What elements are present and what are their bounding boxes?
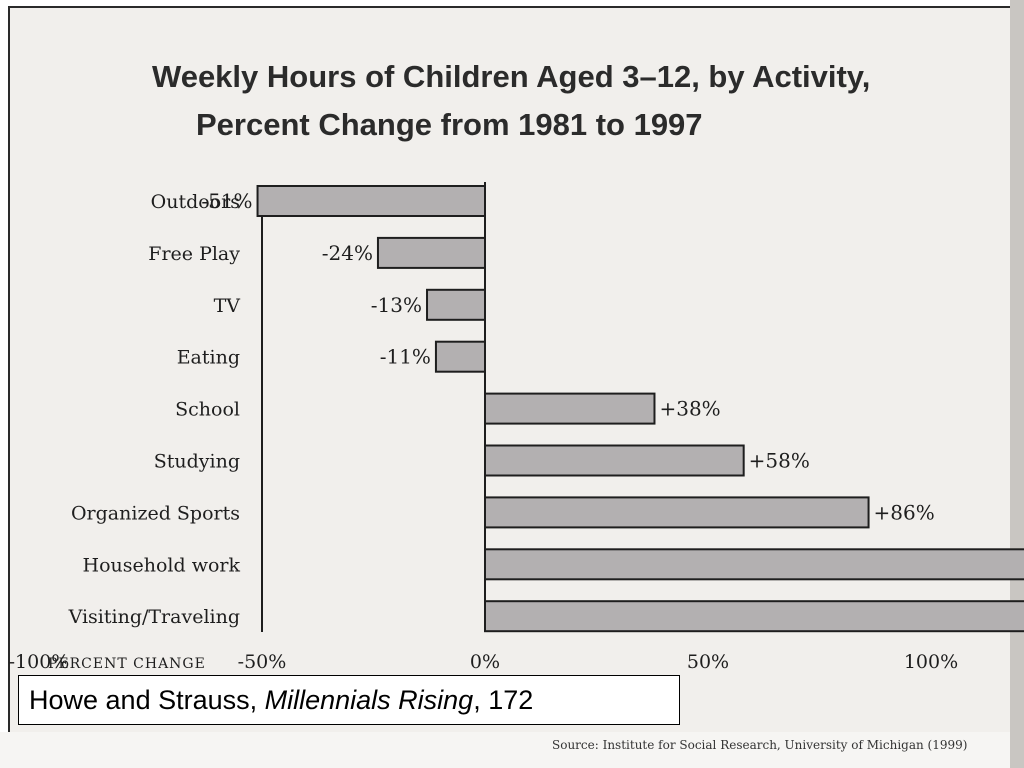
x-tick-label: -100% [9,651,70,673]
value-label: +58% [749,449,810,473]
value-label: -11% [380,345,431,369]
x-ticks-group: -100%-50%0%50%100%150%200% [9,651,959,673]
x-tick-label: 0% [470,651,500,673]
category-label: School [175,399,240,421]
citation-page: , 172 [473,685,534,715]
bar [434,340,487,373]
value-label: -24% [322,241,373,265]
bar [484,444,745,477]
value-label: -13% [371,293,422,317]
citation-authors: Howe and Strauss, [29,685,265,715]
bar [484,496,870,529]
category-label: Free Play [148,243,240,265]
source-note: Source: Institute for Social Research, U… [552,738,968,752]
chart-title-line-1: Weekly Hours of Children Aged 3–12, by A… [152,59,870,94]
citation-book-title: Millennials Rising [264,685,474,715]
x-tick-label: -50% [238,651,287,673]
category-label: Visiting/Traveling [68,606,240,628]
value-label: -51% [201,189,252,213]
citation-caption: Howe and Strauss, Millennials Rising, 17… [18,675,680,725]
bar [484,392,656,425]
category-label: Eating [177,347,240,369]
bars-group: Outdoors-51% Free Play -24% TV -13% Eating -11… [68,185,1024,633]
category-label: Studying [154,451,240,473]
bar [484,548,1024,581]
value-label: +38% [659,397,720,421]
value-label: +86% [874,500,935,524]
category-label: TV [214,295,241,317]
category-label: Organized Sports [71,502,240,524]
bar [484,600,1024,633]
bar [376,236,486,269]
category-label: Household work [83,554,241,576]
x-tick-label: 100% [904,651,958,673]
bar [256,185,487,217]
x-tick-label: 50% [687,651,729,673]
bar [426,288,486,321]
chart-title-line-2: Percent Change from 1981 to 1997 [196,107,703,142]
x-axis-label: PERCENT CHANGE [48,656,206,672]
category-label: Outdoors [151,191,240,213]
bottom-margin [0,732,1010,768]
